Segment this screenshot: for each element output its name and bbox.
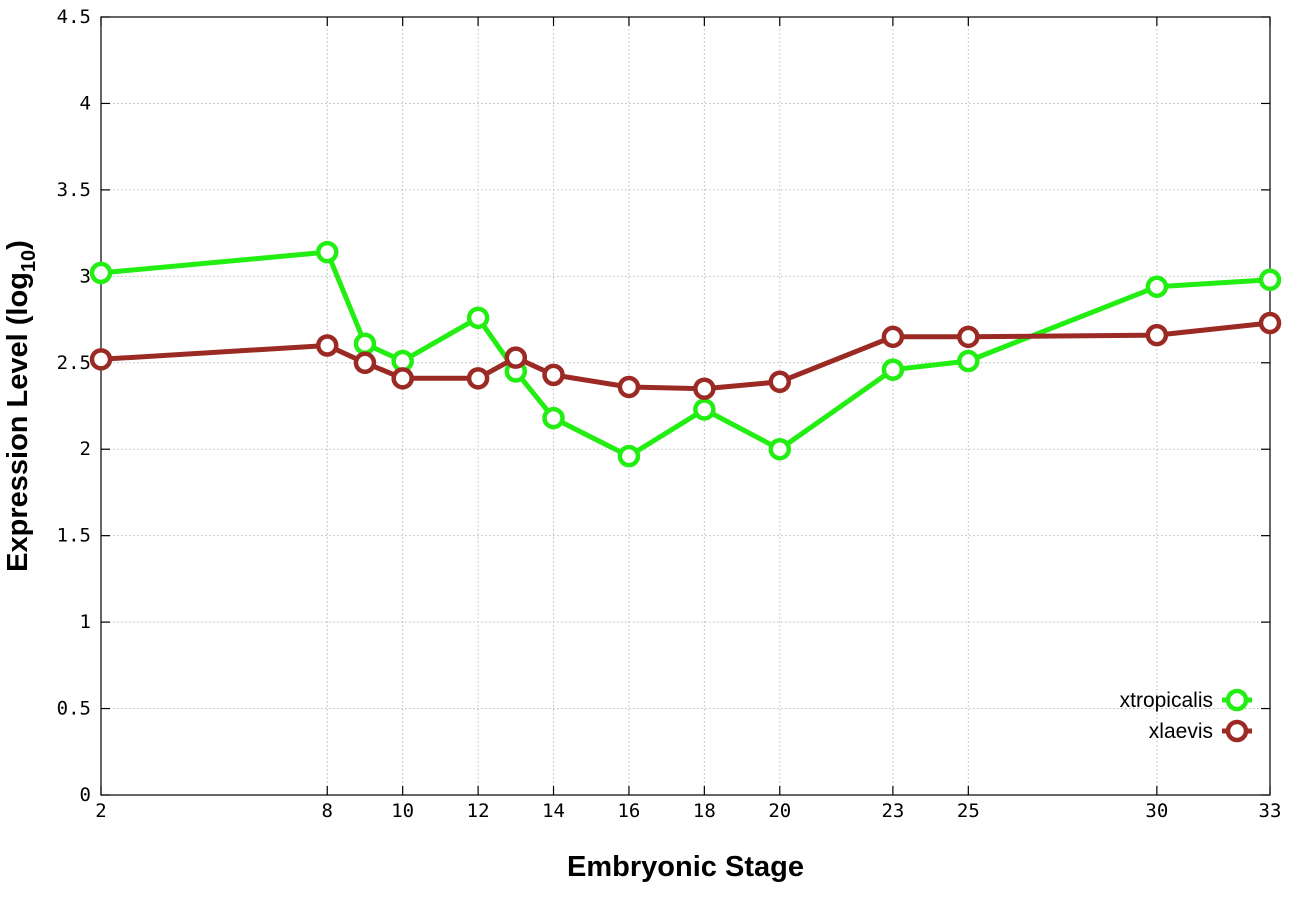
data-point-xlaevis [881,325,905,349]
data-point-xtropicalis [617,444,641,468]
y-axis-title-subscript: 10 [18,250,40,272]
x-tick-label: 16 [617,800,640,822]
data-point-xtropicalis [542,406,565,430]
x-tick-label: 10 [391,800,414,822]
legend-marker-xtropicalis [1225,688,1249,712]
data-point-xlaevis [316,334,339,357]
axis-ticks: 0 0.5 1 1.5 2 2.5 3 3.5 4 4.5 2 8 10 12 14 16 18 20 23 25 30… [57,6,1282,822]
series-layer [89,240,1282,468]
data-point-xlaevis [542,363,565,387]
data-point-xtropicalis [316,240,339,264]
data-point-xlaevis [957,325,980,349]
y-axis-title: Expression Level (log10) [2,240,40,572]
data-point-xlaevis [1145,323,1169,347]
y-tick-label: 1 [80,611,91,633]
data-point-xtropicalis [881,358,905,381]
x-tick-label: 33 [1259,800,1282,822]
x-tick-label: 20 [768,800,791,822]
data-point-xtropicalis [768,437,792,461]
data-point-xlaevis [466,367,490,390]
plot-frame [100,16,1271,796]
y-tick-label: 0 [80,784,91,806]
data-point-xtropicalis [89,261,113,285]
x-axis-title: Embryonic Stage [567,851,804,883]
legend-label-xlaevis: xlaevis [1149,720,1213,743]
data-point-xtropicalis [957,349,980,373]
series-xlaevis [89,311,1282,400]
data-point-xlaevis [693,377,716,400]
y-axis-title-main: Expression Level (log [2,272,34,572]
y-tick-label: 0.5 [57,698,91,720]
data-point-xlaevis [768,370,792,394]
data-point-xlaevis [504,346,528,369]
data-point-xtropicalis [466,306,490,330]
y-tick-label: 4.5 [57,6,91,28]
data-point-xtropicalis [1145,275,1169,298]
x-tick-label: 23 [881,800,904,822]
y-tick-label: 3.5 [57,179,91,201]
y-tick-label: 2 [80,438,91,460]
x-tick-label: 30 [1145,800,1168,822]
data-point-xtropicalis [1258,268,1282,292]
x-tick-label: 25 [957,800,980,822]
x-tick-label: 8 [322,800,333,822]
x-tick-label: 12 [467,800,490,822]
data-point-xlaevis [391,367,414,390]
x-tick-label: 18 [693,800,716,822]
y-tick-label: 1.5 [57,525,91,547]
x-tick-label: 2 [95,800,106,822]
data-point-xlaevis [89,348,113,371]
data-point-xlaevis [353,351,377,375]
data-point-xlaevis [1258,311,1282,335]
series-line-xtropicalis [98,249,1273,459]
data-point-xtropicalis [353,332,377,356]
data-point-xlaevis [617,375,641,399]
y-tick-label: 2.5 [57,352,91,374]
grid [101,17,1270,795]
x-tick-label: 14 [542,800,565,822]
data-point-xtropicalis [693,398,716,421]
legend: xtropicalis xlaevis [1120,688,1252,743]
series-line-xlaevis [98,320,1273,392]
y-tick-label: 4 [80,92,91,114]
y-tick-label: 3 [80,265,91,287]
y-axis-title-close: ) [2,240,34,250]
legend-label-xtropicalis: xtropicalis [1120,689,1213,712]
legend-marker-xlaevis [1225,719,1249,743]
